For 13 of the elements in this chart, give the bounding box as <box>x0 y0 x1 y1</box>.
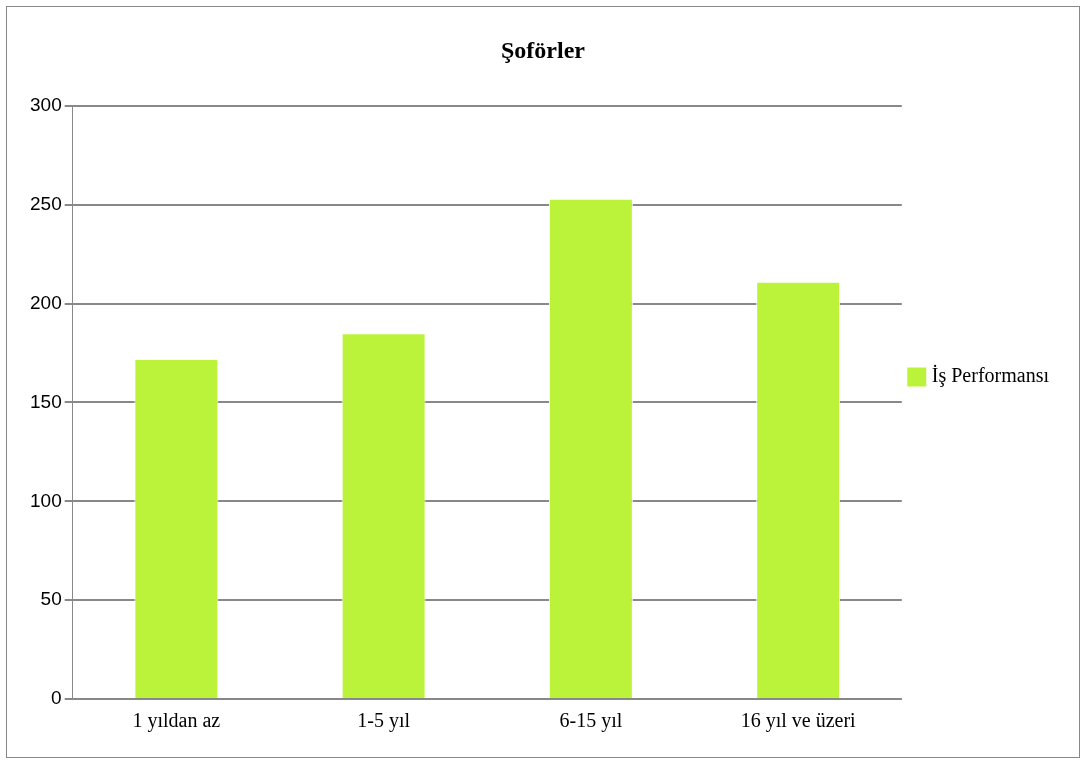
y-tick-label: 150 <box>30 390 62 412</box>
x-tick-label: 1 yıldan az <box>132 709 221 733</box>
legend-label: İş Performansı <box>931 364 1050 388</box>
y-tick-label: 300 <box>30 94 62 116</box>
y-tick-label: 0 <box>51 687 62 709</box>
x-tick-label: 6-15 yıl <box>559 709 623 733</box>
y-tick-label: 200 <box>30 291 62 313</box>
x-tick-label: 1-5 yıl <box>357 709 411 733</box>
y-tick-label: 100 <box>30 489 62 511</box>
x-tick-label: 16 yıl ve üzeri <box>740 709 857 733</box>
y-tick-label: 50 <box>40 588 62 610</box>
y-tick-label: 250 <box>30 192 62 214</box>
chart-title: Şoförler <box>501 36 586 63</box>
